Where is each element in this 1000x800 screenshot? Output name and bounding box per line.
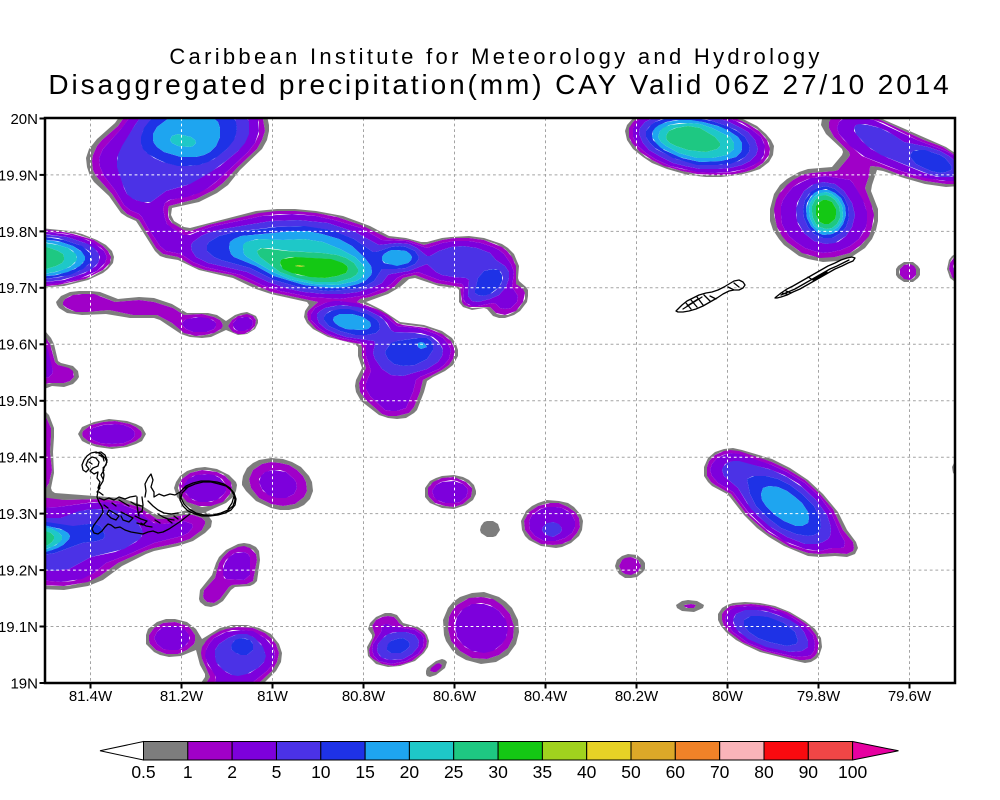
svg-text:81.4W: 81.4W bbox=[69, 688, 113, 705]
svg-text:2: 2 bbox=[227, 762, 237, 782]
svg-text:Caribbean Institute for Meteor: Caribbean Institute for Meteorology and … bbox=[169, 44, 822, 69]
svg-text:0.5: 0.5 bbox=[131, 762, 155, 782]
svg-text:40: 40 bbox=[577, 762, 597, 782]
svg-text:80.6W: 80.6W bbox=[433, 688, 477, 705]
svg-text:19.9N: 19.9N bbox=[0, 167, 38, 184]
svg-text:90: 90 bbox=[799, 762, 819, 782]
svg-text:19N: 19N bbox=[10, 675, 38, 692]
svg-text:15: 15 bbox=[355, 762, 374, 782]
svg-text:5: 5 bbox=[272, 762, 282, 782]
svg-text:100: 100 bbox=[838, 762, 867, 782]
svg-text:Disaggregated precipitation(mm: Disaggregated precipitation(mm) CAY Vali… bbox=[48, 69, 951, 100]
svg-text:19.3N: 19.3N bbox=[0, 506, 38, 523]
svg-text:10: 10 bbox=[311, 762, 331, 782]
svg-text:20: 20 bbox=[400, 762, 420, 782]
svg-text:19.7N: 19.7N bbox=[0, 280, 38, 297]
svg-text:60: 60 bbox=[666, 762, 686, 782]
svg-text:35: 35 bbox=[533, 762, 552, 782]
svg-text:79.8W: 79.8W bbox=[797, 688, 841, 705]
svg-text:19.8N: 19.8N bbox=[0, 224, 38, 241]
svg-text:80: 80 bbox=[754, 762, 774, 782]
svg-text:19.4N: 19.4N bbox=[0, 450, 38, 467]
svg-text:30: 30 bbox=[488, 762, 508, 782]
svg-text:70: 70 bbox=[710, 762, 730, 782]
svg-text:1: 1 bbox=[183, 762, 193, 782]
svg-text:50: 50 bbox=[621, 762, 641, 782]
svg-text:19.1N: 19.1N bbox=[0, 619, 38, 636]
svg-text:80.4W: 80.4W bbox=[524, 688, 568, 705]
svg-text:19.6N: 19.6N bbox=[0, 337, 38, 354]
svg-text:79.6W: 79.6W bbox=[888, 688, 932, 705]
svg-text:20N: 20N bbox=[10, 111, 38, 128]
svg-text:81.2W: 81.2W bbox=[160, 688, 204, 705]
svg-text:19.5N: 19.5N bbox=[0, 393, 38, 410]
svg-text:80W: 80W bbox=[712, 688, 744, 705]
svg-text:81W: 81W bbox=[257, 688, 289, 705]
svg-text:19.2N: 19.2N bbox=[0, 563, 38, 580]
svg-text:25: 25 bbox=[444, 762, 463, 782]
svg-text:80.2W: 80.2W bbox=[615, 688, 659, 705]
svg-text:80.8W: 80.8W bbox=[342, 688, 386, 705]
